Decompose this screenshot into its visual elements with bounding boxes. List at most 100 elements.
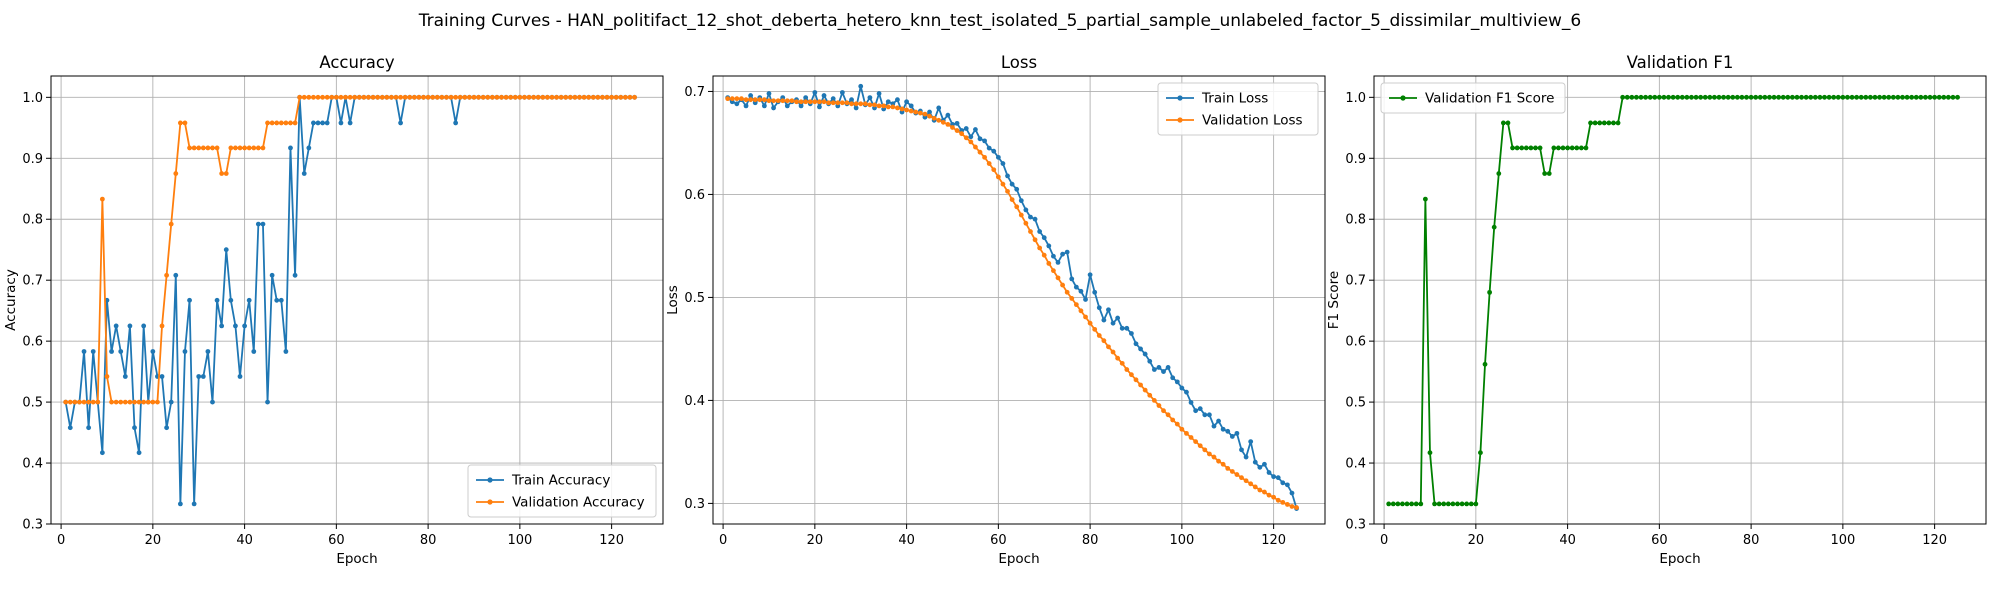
- data-point: [1289, 490, 1295, 496]
- data-point: [1404, 501, 1410, 507]
- data-point: [995, 154, 1001, 160]
- data-point: [338, 94, 344, 100]
- data-point: [991, 148, 997, 154]
- data-point: [867, 102, 873, 108]
- data-point: [1643, 94, 1648, 100]
- data-point: [1032, 237, 1038, 243]
- data-point: [283, 349, 289, 354]
- data-point: [1188, 435, 1194, 440]
- data-point: [1455, 501, 1460, 507]
- data-point: [462, 94, 468, 100]
- data-point: [448, 94, 454, 100]
- legend-label: Train Loss: [1201, 91, 1268, 107]
- data-point: [1400, 501, 1405, 507]
- chart-panel-1: 0 20 40 60 80 100 120 0.3 0.4 0.5 0.6 0.7 Loss Epoch L…: [665, 53, 1326, 567]
- data-point: [434, 94, 440, 100]
- data-point: [86, 425, 92, 431]
- data-point: [242, 145, 248, 151]
- chart-panel-2: 0 20 40 60 80 100 120 0.3 0.4 0.5 0.6 0.7 0.8 0.9 1.0 V…: [1326, 53, 1987, 567]
- data-point: [1161, 408, 1166, 414]
- data-point: [1670, 94, 1676, 100]
- data-point: [306, 94, 312, 100]
- data-point: [1280, 499, 1286, 505]
- legend-box: [467, 464, 657, 518]
- data-point: [1041, 252, 1047, 258]
- data-point: [858, 101, 864, 107]
- data-point: [237, 374, 243, 379]
- data-point: [1206, 451, 1212, 457]
- plot-area: [713, 76, 1325, 524]
- data-point: [586, 94, 592, 100]
- data-point: [867, 95, 873, 101]
- data-point: [1243, 478, 1249, 484]
- data-point: [1248, 481, 1254, 487]
- data-point: [1115, 355, 1121, 361]
- y-tick-label: 0.3: [22, 518, 43, 533]
- data-point: [895, 97, 900, 103]
- data-point: [1867, 94, 1873, 100]
- data-point: [1151, 367, 1157, 372]
- data-point: [63, 399, 69, 405]
- data-point: [177, 501, 183, 507]
- data-point: [986, 145, 992, 151]
- data-point: [1055, 260, 1061, 265]
- data-point: [1422, 196, 1428, 202]
- data-point: [1734, 94, 1740, 100]
- data-point: [1510, 145, 1515, 151]
- data-point: [1725, 94, 1731, 100]
- data-point: [297, 94, 303, 100]
- data-point: [936, 117, 942, 123]
- data-point: [187, 145, 192, 151]
- data-point: [1468, 501, 1474, 507]
- data-point: [320, 94, 325, 100]
- data-point: [109, 399, 114, 405]
- data-point: [1491, 224, 1497, 230]
- data-point: [1069, 296, 1075, 301]
- data-point: [356, 94, 362, 100]
- data-point: [260, 221, 266, 227]
- legend-marker: [1400, 95, 1406, 101]
- legend-box: [1380, 82, 1566, 114]
- data-point: [113, 399, 119, 405]
- data-point: [476, 94, 481, 100]
- data-point: [1771, 94, 1777, 100]
- data-point: [164, 272, 170, 278]
- data-point: [1064, 249, 1070, 255]
- data-point: [122, 374, 128, 379]
- data-point: [1445, 501, 1451, 507]
- data-point: [1124, 367, 1130, 372]
- data-point: [1115, 315, 1121, 321]
- data-point: [72, 399, 78, 405]
- data-point: [99, 450, 105, 456]
- data-point: [604, 94, 610, 100]
- data-point: [168, 221, 174, 227]
- data-point: [81, 399, 87, 405]
- data-point: [913, 109, 919, 115]
- data-point: [1234, 430, 1240, 436]
- data-point: [535, 94, 541, 100]
- plot-area: [1374, 76, 1986, 524]
- data-point: [986, 161, 992, 166]
- data-point: [1652, 94, 1658, 100]
- y-tick-label: 0.9: [22, 152, 43, 167]
- data-point: [1533, 145, 1538, 151]
- data-point: [1252, 484, 1258, 490]
- data-point: [1239, 447, 1244, 453]
- data-point: [485, 94, 491, 100]
- data-point: [1271, 474, 1277, 480]
- data-point: [803, 99, 809, 105]
- data-point: [1858, 94, 1864, 100]
- data-point: [379, 94, 385, 100]
- data-point: [1780, 94, 1786, 100]
- data-point: [375, 94, 381, 100]
- data-point: [1496, 171, 1502, 176]
- data-point: [1790, 94, 1795, 100]
- data-point: [361, 94, 367, 100]
- data-point: [1179, 385, 1185, 391]
- data-point: [1606, 120, 1612, 126]
- data-point: [609, 94, 615, 100]
- data-point: [1229, 434, 1235, 439]
- data-point: [1565, 145, 1570, 151]
- data-point: [1560, 145, 1566, 151]
- data-point: [872, 102, 877, 108]
